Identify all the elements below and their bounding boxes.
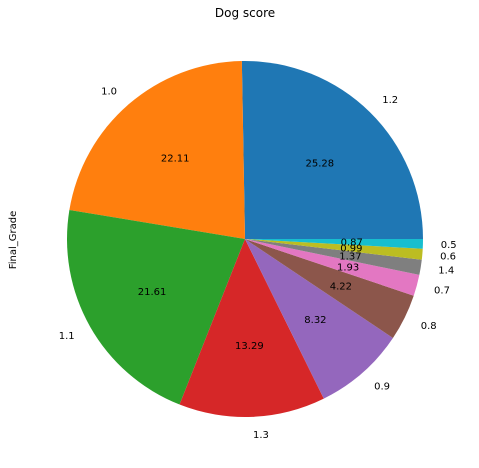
value-label: 8.32 (304, 315, 326, 326)
pie-category-labels: 1.2 1.0 1.1 1.3 0.9 0.8 0.7 1.4 0.60.5 (59, 86, 457, 441)
pie-slice-0-6 (245, 239, 423, 260)
value-label: 25.28 (306, 158, 335, 169)
category-label: 1.4 (438, 266, 454, 277)
category-label: 0.6 (440, 251, 456, 262)
pie-slice-1-4 (245, 239, 422, 275)
value-label: 0.99 (340, 244, 362, 255)
y-axis-label: Final_Grade (8, 211, 19, 270)
value-label: 13.29 (235, 341, 264, 352)
category-label: 0.7 (434, 286, 450, 297)
category-label: 1.1 (59, 331, 75, 342)
pie-slice-1-1 (67, 209, 245, 405)
value-label: 1.37 (339, 252, 361, 263)
category-label: 0.9 (374, 382, 390, 393)
pie-slice-0-5 (245, 239, 423, 249)
pie-value-labels: 25.28 22.11 21.61 13.29 8.32 4.22 1.931.370.99… (138, 154, 363, 353)
value-label: 21.61 (138, 287, 167, 298)
pie-slice-1-3 (179, 239, 324, 417)
pie-slice-1-0 (69, 61, 245, 239)
category-label: 1.3 (253, 430, 269, 441)
pie-slice-0-7 (245, 239, 420, 296)
value-label: 4.22 (330, 282, 352, 293)
value-label: 22.11 (161, 154, 190, 165)
category-label: 0.8 (421, 321, 437, 332)
chart-title: Dog score (215, 6, 275, 20)
value-label: 0.87 (341, 237, 363, 248)
pie-slice-0-9 (245, 239, 393, 399)
category-label: 0.5 (441, 240, 457, 251)
value-label: 1.93 (337, 262, 359, 273)
pie-slice-1-2 (241, 61, 423, 239)
pie-slices (67, 61, 423, 417)
pie-slice-0-8 (245, 239, 414, 338)
category-label: 1.0 (101, 86, 117, 97)
category-label: 1.2 (382, 95, 398, 106)
